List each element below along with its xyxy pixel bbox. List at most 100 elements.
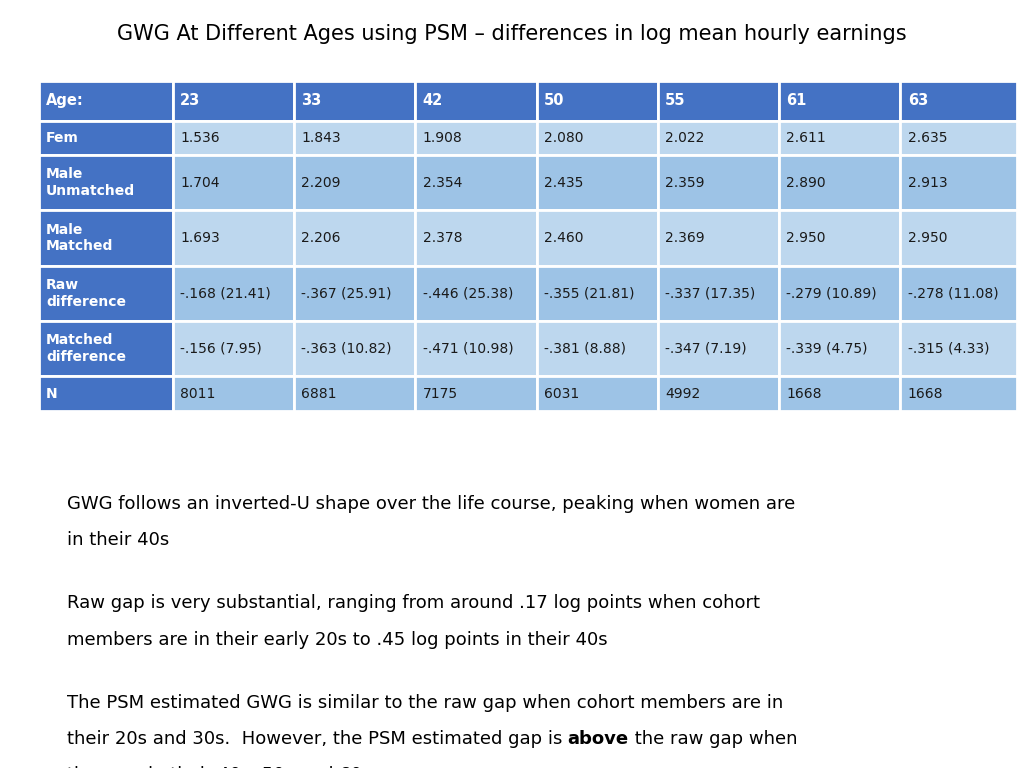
FancyBboxPatch shape <box>658 155 779 210</box>
FancyBboxPatch shape <box>416 81 537 121</box>
Text: -.355 (21.81): -.355 (21.81) <box>544 286 634 300</box>
FancyBboxPatch shape <box>537 210 658 266</box>
Text: -.168 (21.41): -.168 (21.41) <box>180 286 270 300</box>
Text: -.381 (8.88): -.381 (8.88) <box>544 342 626 356</box>
Text: the raw gap when: the raw gap when <box>629 730 798 747</box>
Text: N: N <box>46 386 57 401</box>
Text: 50: 50 <box>544 93 564 108</box>
FancyBboxPatch shape <box>173 121 294 155</box>
FancyBboxPatch shape <box>173 81 294 121</box>
Text: 1.536: 1.536 <box>180 131 220 145</box>
Text: 63: 63 <box>907 93 928 108</box>
FancyBboxPatch shape <box>416 376 537 411</box>
Text: -.339 (4.75): -.339 (4.75) <box>786 342 868 356</box>
FancyBboxPatch shape <box>416 321 537 376</box>
FancyBboxPatch shape <box>416 155 537 210</box>
Text: -.315 (4.33): -.315 (4.33) <box>907 342 989 356</box>
FancyBboxPatch shape <box>779 81 900 121</box>
Text: 55: 55 <box>666 93 686 108</box>
FancyBboxPatch shape <box>658 81 779 121</box>
Text: Matched
difference: Matched difference <box>46 333 126 364</box>
FancyBboxPatch shape <box>658 210 779 266</box>
FancyBboxPatch shape <box>900 376 1017 411</box>
FancyBboxPatch shape <box>416 266 537 321</box>
Text: 2.460: 2.460 <box>544 231 584 245</box>
Text: GWG At Different Ages using PSM – differences in log mean hourly earnings: GWG At Different Ages using PSM – differ… <box>117 24 907 44</box>
FancyBboxPatch shape <box>39 321 173 376</box>
FancyBboxPatch shape <box>173 376 294 411</box>
FancyBboxPatch shape <box>779 121 900 155</box>
Text: 2.611: 2.611 <box>786 131 826 145</box>
FancyBboxPatch shape <box>173 210 294 266</box>
Text: Male
Unmatched: Male Unmatched <box>46 167 135 198</box>
Text: 2.354: 2.354 <box>423 176 462 190</box>
Text: 2.950: 2.950 <box>786 231 826 245</box>
FancyBboxPatch shape <box>658 321 779 376</box>
Text: 1668: 1668 <box>786 386 822 401</box>
Text: 1.843: 1.843 <box>301 131 341 145</box>
FancyBboxPatch shape <box>39 376 173 411</box>
FancyBboxPatch shape <box>779 266 900 321</box>
FancyBboxPatch shape <box>537 266 658 321</box>
FancyBboxPatch shape <box>173 155 294 210</box>
Text: 2.635: 2.635 <box>907 131 947 145</box>
Text: GWG follows an inverted-U shape over the life course, peaking when women are: GWG follows an inverted-U shape over the… <box>67 495 795 513</box>
FancyBboxPatch shape <box>537 376 658 411</box>
FancyBboxPatch shape <box>537 121 658 155</box>
FancyBboxPatch shape <box>39 266 173 321</box>
FancyBboxPatch shape <box>900 121 1017 155</box>
Text: their 20s and 30s.  However, the PSM estimated gap is: their 20s and 30s. However, the PSM esti… <box>67 730 567 747</box>
Text: 2.022: 2.022 <box>666 131 705 145</box>
Text: Age:: Age: <box>46 93 84 108</box>
FancyBboxPatch shape <box>173 321 294 376</box>
Text: 2.209: 2.209 <box>301 176 341 190</box>
Text: -.279 (10.89): -.279 (10.89) <box>786 286 877 300</box>
FancyBboxPatch shape <box>294 81 416 121</box>
FancyBboxPatch shape <box>39 81 173 121</box>
FancyBboxPatch shape <box>900 81 1017 121</box>
FancyBboxPatch shape <box>294 376 416 411</box>
Text: -.363 (10.82): -.363 (10.82) <box>301 342 392 356</box>
Text: 2.913: 2.913 <box>907 176 947 190</box>
Text: in their 40s: in their 40s <box>67 531 169 549</box>
Text: Raw
difference: Raw difference <box>46 278 126 309</box>
Text: The PSM estimated GWG is similar to the raw gap when cohort members are in: The PSM estimated GWG is similar to the … <box>67 694 782 711</box>
Text: -.471 (10.98): -.471 (10.98) <box>423 342 513 356</box>
Text: 1.908: 1.908 <box>423 131 462 145</box>
Text: -.156 (7.95): -.156 (7.95) <box>180 342 262 356</box>
FancyBboxPatch shape <box>294 210 416 266</box>
FancyBboxPatch shape <box>294 321 416 376</box>
FancyBboxPatch shape <box>537 155 658 210</box>
FancyBboxPatch shape <box>416 121 537 155</box>
Text: 6031: 6031 <box>544 386 580 401</box>
FancyBboxPatch shape <box>779 155 900 210</box>
FancyBboxPatch shape <box>39 121 173 155</box>
FancyBboxPatch shape <box>416 210 537 266</box>
Text: 1.693: 1.693 <box>180 231 220 245</box>
FancyBboxPatch shape <box>658 266 779 321</box>
Text: above: above <box>567 730 629 747</box>
Text: 2.378: 2.378 <box>423 231 462 245</box>
FancyBboxPatch shape <box>658 121 779 155</box>
Text: 6881: 6881 <box>301 386 337 401</box>
Text: they are in their 40s, 50s and 60s: they are in their 40s, 50s and 60s <box>67 766 371 768</box>
Text: 2.206: 2.206 <box>301 231 341 245</box>
FancyBboxPatch shape <box>779 376 900 411</box>
Text: 1.704: 1.704 <box>180 176 219 190</box>
Text: 33: 33 <box>301 93 322 108</box>
Text: 2.435: 2.435 <box>544 176 584 190</box>
Text: 23: 23 <box>180 93 201 108</box>
Text: 4992: 4992 <box>666 386 700 401</box>
FancyBboxPatch shape <box>779 321 900 376</box>
FancyBboxPatch shape <box>39 155 173 210</box>
Text: -.337 (17.35): -.337 (17.35) <box>666 286 756 300</box>
Text: 42: 42 <box>423 93 442 108</box>
FancyBboxPatch shape <box>900 210 1017 266</box>
Text: -.347 (7.19): -.347 (7.19) <box>666 342 746 356</box>
Text: 8011: 8011 <box>180 386 215 401</box>
FancyBboxPatch shape <box>294 121 416 155</box>
Text: -.367 (25.91): -.367 (25.91) <box>301 286 392 300</box>
Text: 2.890: 2.890 <box>786 176 826 190</box>
FancyBboxPatch shape <box>537 321 658 376</box>
Text: Raw gap is very substantial, ranging from around .17 log points when cohort: Raw gap is very substantial, ranging fro… <box>67 594 760 612</box>
